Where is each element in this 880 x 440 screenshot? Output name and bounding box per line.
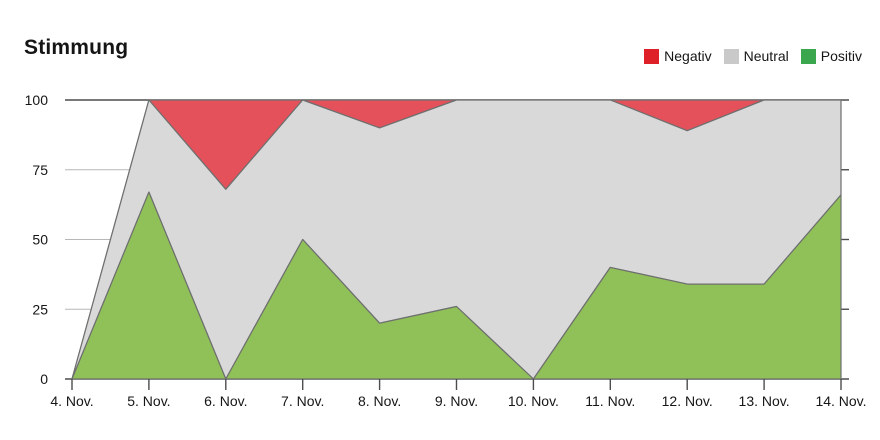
y-axis-label: 100 xyxy=(25,92,49,108)
x-axis-label: 14. Nov. xyxy=(815,393,866,409)
x-axis-label: 12. Nov. xyxy=(662,393,713,409)
y-axis-label: 25 xyxy=(32,301,48,317)
x-axis-label: 5. Nov. xyxy=(127,393,170,409)
legend-neutral-label: Neutral xyxy=(743,48,789,64)
y-axis-label: 75 xyxy=(32,162,48,178)
y-axis-label: 50 xyxy=(32,232,48,248)
area-positiv xyxy=(71,191,842,380)
legend-item-neutral: Neutral xyxy=(723,48,789,64)
x-axis-label: 13. Nov. xyxy=(739,393,790,409)
x-axis-label: 9. Nov. xyxy=(435,393,478,409)
x-axis-label: 10. Nov. xyxy=(508,393,559,409)
legend-positiv-label: Positiv xyxy=(820,48,862,64)
x-axis-label: 7. Nov. xyxy=(281,393,324,409)
legend-negativ-label: Negativ xyxy=(664,48,712,64)
x-axis-label: 6. Nov. xyxy=(204,393,247,409)
legend-item-positiv: Positiv xyxy=(800,48,862,64)
chart-legend: Negativ Neutral Positiv xyxy=(644,48,862,64)
x-axis-label: 11. Nov. xyxy=(585,393,635,409)
legend-item-negativ: Negativ xyxy=(644,48,712,64)
x-axis-label: 4. Nov. xyxy=(50,393,93,409)
chart-title: Stimmung xyxy=(24,36,129,59)
legend-neutral-swatch-icon xyxy=(723,48,739,64)
y-axis-label: 0 xyxy=(40,371,48,387)
legend-positiv-swatch-icon xyxy=(800,48,816,64)
x-axis-label: 8. Nov. xyxy=(358,393,401,409)
legend-negativ-swatch-icon xyxy=(644,48,660,64)
